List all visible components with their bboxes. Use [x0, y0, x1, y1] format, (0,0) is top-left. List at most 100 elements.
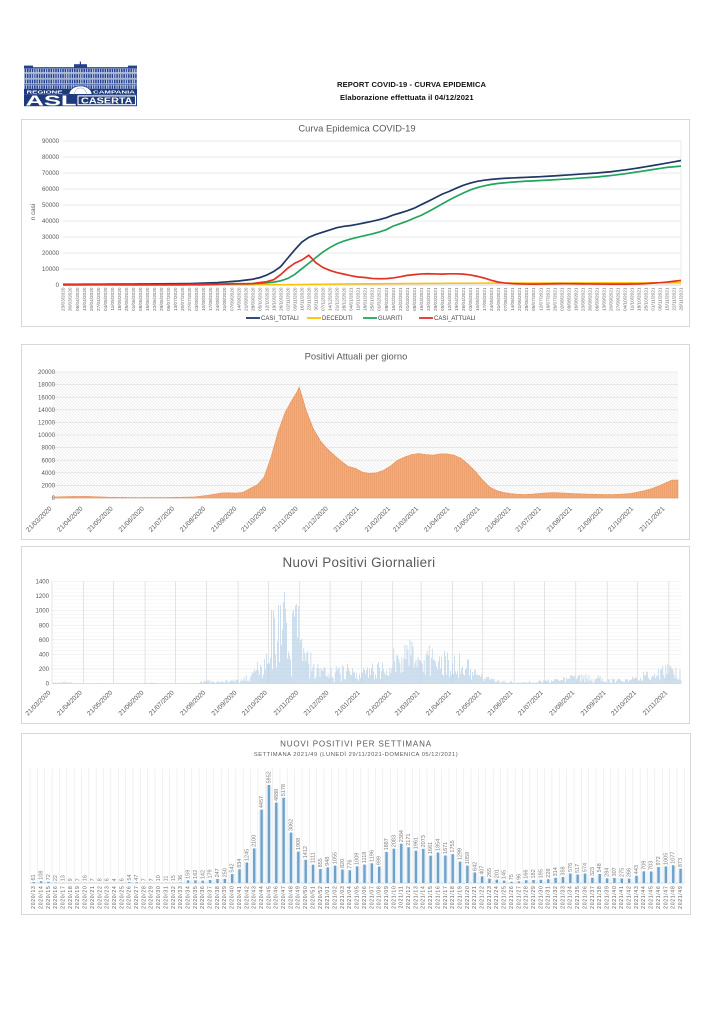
svg-text:2021/21: 2021/21	[472, 886, 478, 909]
svg-text:09/08/2021: 09/08/2021	[566, 287, 571, 311]
svg-text:21/10/2020: 21/10/2020	[241, 689, 269, 717]
svg-text:2020/34: 2020/34	[185, 886, 191, 909]
svg-text:10: 10	[156, 875, 162, 881]
svg-text:NUOVI POSITIVI PER SETTIMANA: NUOVI POSITIVI PER SETTIMANA	[280, 740, 432, 749]
svg-text:2021/13: 2021/13	[413, 886, 419, 909]
svg-text:21/07/2021: 21/07/2021	[514, 505, 543, 534]
svg-text:1055: 1055	[333, 852, 339, 864]
svg-text:250: 250	[222, 868, 228, 877]
svg-text:21/07/2021: 21/07/2021	[517, 689, 545, 717]
svg-text:2021/12: 2021/12	[406, 886, 412, 909]
svg-text:2021/04: 2021/04	[347, 886, 353, 909]
svg-text:2021/24: 2021/24	[494, 886, 500, 909]
svg-text:642: 642	[472, 862, 478, 871]
svg-text:28/09/2020: 28/09/2020	[250, 287, 255, 311]
svg-text:21/10/2021: 21/10/2021	[610, 689, 638, 717]
svg-text:21/09/2020: 21/09/2020	[210, 505, 239, 534]
svg-text:2020/33: 2020/33	[178, 886, 184, 909]
svg-text:2021/45: 2021/45	[649, 886, 655, 909]
svg-text:21/03/2021: 21/03/2021	[392, 505, 421, 534]
svg-text:3062: 3062	[288, 819, 294, 831]
svg-text:2021/33: 2021/33	[560, 886, 566, 909]
svg-text:2021/22: 2021/22	[480, 886, 486, 909]
svg-text:12/07/2021: 12/07/2021	[538, 287, 543, 311]
svg-text:2021/08: 2021/08	[377, 886, 383, 909]
svg-text:21/06/2020: 21/06/2020	[118, 505, 147, 534]
svg-text:21/08/2021: 21/08/2021	[546, 505, 575, 534]
svg-text:159: 159	[186, 870, 192, 879]
svg-text:07/06/2021: 07/06/2021	[503, 287, 508, 311]
svg-text:21/05/2021: 21/05/2021	[453, 505, 482, 534]
svg-text:13/04/2020: 13/04/2020	[82, 287, 87, 311]
svg-text:05/10/2020: 05/10/2020	[257, 287, 262, 311]
svg-text:14/09/2020: 14/09/2020	[236, 287, 241, 311]
svg-text:15/11/2021: 15/11/2021	[665, 287, 670, 311]
svg-text:2020/28: 2020/28	[141, 886, 147, 909]
svg-text:10/08/2020: 10/08/2020	[201, 287, 206, 311]
svg-text:2020/46: 2020/46	[274, 886, 280, 909]
svg-text:CASI_ATTUALI: CASI_ATTUALI	[434, 316, 476, 322]
svg-text:2020/39: 2020/39	[222, 886, 228, 909]
svg-text:2020/42: 2020/42	[244, 886, 250, 909]
svg-text:18/10/2021: 18/10/2021	[637, 287, 642, 311]
svg-text:834: 834	[237, 859, 243, 868]
svg-text:61: 61	[31, 874, 37, 880]
svg-text:12/04/2021: 12/04/2021	[447, 287, 452, 311]
svg-text:8: 8	[97, 878, 103, 881]
svg-text:2020/32: 2020/32	[171, 886, 177, 909]
svg-text:11/05/2020: 11/05/2020	[110, 287, 115, 311]
svg-text:548: 548	[597, 863, 603, 872]
svg-text:21/04/2020: 21/04/2020	[56, 689, 84, 717]
svg-text:12/10/2020: 12/10/2020	[264, 287, 269, 311]
svg-text:2100: 2100	[252, 835, 258, 847]
svg-text:02/11/2020: 02/11/2020	[285, 287, 290, 311]
svg-text:01/03/2021: 01/03/2021	[405, 287, 410, 311]
svg-text:307: 307	[612, 867, 618, 876]
svg-text:SETTIMANA 2021/49 (LUNEDÌ 29/1: SETTIMANA 2021/49 (LUNEDÌ 29/11/2021-DOM…	[254, 751, 458, 758]
svg-text:201: 201	[494, 869, 500, 878]
svg-text:30/11/2020: 30/11/2020	[314, 287, 319, 311]
svg-text:16/08/2021: 16/08/2021	[573, 287, 578, 311]
svg-text:21/06/2020: 21/06/2020	[117, 689, 145, 717]
svg-text:284: 284	[605, 868, 611, 877]
svg-text:1196: 1196	[369, 850, 375, 862]
svg-text:21/12/2020: 21/12/2020	[303, 689, 331, 717]
svg-text:2021/30: 2021/30	[538, 886, 544, 909]
svg-text:36: 36	[178, 875, 184, 881]
svg-text:2021/29: 2021/29	[531, 886, 537, 909]
svg-text:2020/43: 2020/43	[252, 886, 258, 909]
svg-text:2020/21: 2020/21	[90, 886, 96, 909]
svg-text:04/01/2021: 04/01/2021	[349, 287, 354, 311]
svg-text:5178: 5178	[281, 784, 287, 796]
svg-text:14/12/2020: 14/12/2020	[328, 287, 333, 311]
svg-text:21/07/2020: 21/07/2020	[148, 505, 177, 534]
svg-text:7: 7	[75, 878, 81, 881]
svg-text:179: 179	[208, 869, 214, 878]
svg-text:01/11/2021: 01/11/2021	[651, 287, 656, 311]
svg-text:21/04/2020: 21/04/2020	[56, 505, 85, 534]
svg-text:GUARITI: GUARITI	[378, 316, 403, 322]
svg-text:2021/05: 2021/05	[355, 886, 361, 909]
svg-text:Curva Epidemica COVID-19: Curva Epidemica COVID-19	[298, 123, 415, 134]
svg-text:20/09/2021: 20/09/2021	[608, 287, 613, 311]
svg-text:275: 275	[619, 868, 625, 877]
svg-text:n casi: n casi	[30, 204, 37, 220]
svg-text:2021/28: 2021/28	[524, 886, 530, 909]
svg-text:21/06/2021: 21/06/2021	[487, 689, 515, 717]
svg-text:26/07/2021: 26/07/2021	[552, 287, 557, 311]
svg-text:06/04/2020: 06/04/2020	[75, 287, 80, 311]
svg-text:800: 800	[39, 622, 50, 629]
svg-text:2020/48: 2020/48	[288, 886, 294, 909]
svg-text:22/11/2021: 22/11/2021	[672, 287, 677, 311]
svg-text:4888: 4888	[274, 789, 280, 801]
svg-text:25/05/2020: 25/05/2020	[124, 287, 129, 311]
svg-text:72: 72	[46, 874, 52, 880]
svg-text:2020/50: 2020/50	[303, 886, 309, 909]
svg-text:25/10/2021: 25/10/2021	[644, 287, 649, 311]
svg-text:16: 16	[83, 875, 89, 881]
svg-text:28/12/2020: 28/12/2020	[342, 287, 347, 311]
svg-text:2021/14: 2021/14	[421, 886, 427, 909]
svg-text:Nuovi Positivi Giornalieri: Nuovi Positivi Giornalieri	[283, 555, 436, 570]
svg-text:07/09/2020: 07/09/2020	[229, 287, 234, 311]
svg-text:27/07/2020: 27/07/2020	[187, 287, 192, 311]
